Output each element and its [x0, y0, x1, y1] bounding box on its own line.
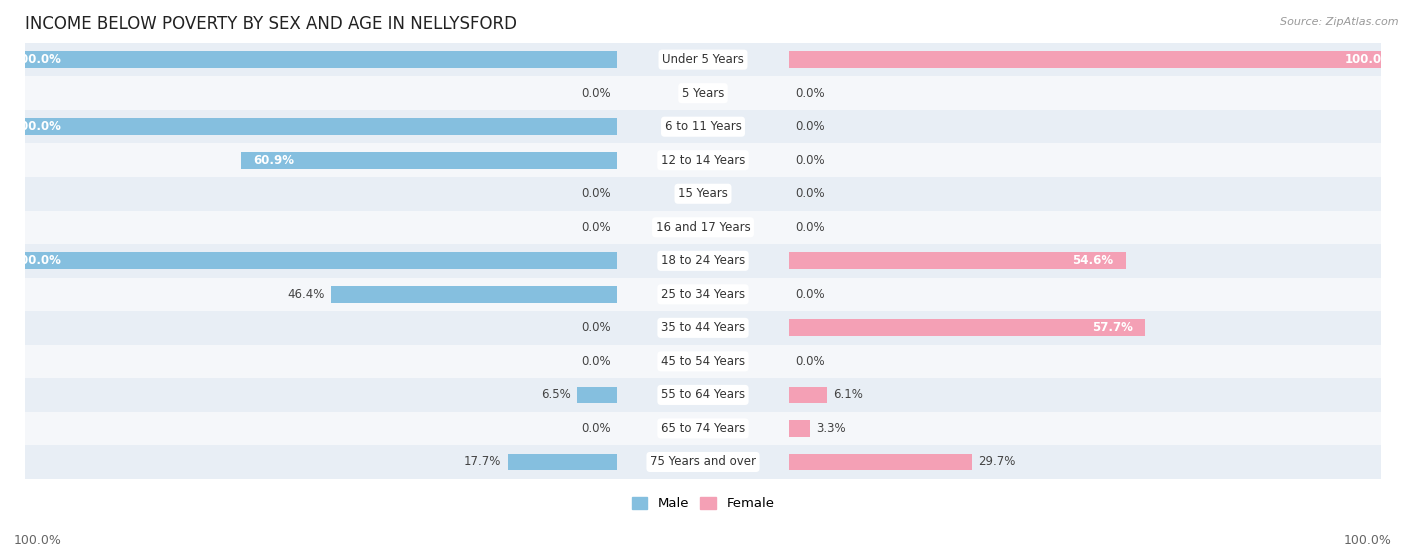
- Text: Under 5 Years: Under 5 Years: [662, 53, 744, 66]
- Text: 0.0%: 0.0%: [796, 154, 825, 167]
- Bar: [25, 43, 1381, 76]
- Text: 6.5%: 6.5%: [541, 388, 571, 401]
- Text: 15 Years: 15 Years: [678, 187, 728, 200]
- Text: 5 Years: 5 Years: [682, 86, 724, 100]
- Bar: [0, 118, 617, 135]
- Bar: [0, 252, 617, 269]
- Text: INCOME BELOW POVERTY BY SEX AND AGE IN NELLYSFORD: INCOME BELOW POVERTY BY SEX AND AGE IN N…: [25, 15, 517, 33]
- Bar: [25, 277, 1381, 311]
- Bar: [25, 110, 1381, 143]
- Text: 100.0%: 100.0%: [1344, 53, 1393, 66]
- Text: 100.0%: 100.0%: [1344, 534, 1392, 547]
- Bar: [25, 244, 1381, 277]
- Text: 16 and 17 Years: 16 and 17 Years: [655, 221, 751, 234]
- Text: 0.0%: 0.0%: [796, 187, 825, 200]
- Bar: [25, 143, 1381, 177]
- Bar: [25, 378, 1381, 412]
- Text: 18 to 24 Years: 18 to 24 Years: [661, 254, 745, 267]
- Bar: [25, 311, 1381, 345]
- Text: 17.7%: 17.7%: [464, 455, 502, 469]
- Text: 0.0%: 0.0%: [581, 422, 610, 435]
- Text: 100.0%: 100.0%: [13, 53, 62, 66]
- Bar: [25, 76, 1381, 110]
- Text: 6.1%: 6.1%: [834, 388, 863, 401]
- Text: 3.3%: 3.3%: [815, 422, 845, 435]
- Text: 29.7%: 29.7%: [979, 455, 1017, 469]
- Text: 100.0%: 100.0%: [13, 254, 62, 267]
- Text: 0.0%: 0.0%: [796, 120, 825, 133]
- Text: 0.0%: 0.0%: [796, 288, 825, 301]
- Text: 0.0%: 0.0%: [796, 355, 825, 368]
- Text: 46.4%: 46.4%: [287, 288, 325, 301]
- Bar: [25, 412, 1381, 445]
- Bar: [789, 420, 810, 437]
- Bar: [330, 286, 617, 303]
- Text: 12 to 14 Years: 12 to 14 Years: [661, 154, 745, 167]
- Bar: [25, 177, 1381, 210]
- Text: 25 to 34 Years: 25 to 34 Years: [661, 288, 745, 301]
- Text: Source: ZipAtlas.com: Source: ZipAtlas.com: [1281, 17, 1399, 27]
- Text: 0.0%: 0.0%: [581, 321, 610, 334]
- Text: 100.0%: 100.0%: [14, 534, 62, 547]
- Bar: [789, 252, 1126, 269]
- Text: 0.0%: 0.0%: [581, 221, 610, 234]
- Bar: [242, 152, 617, 169]
- Bar: [789, 387, 827, 403]
- Text: 60.9%: 60.9%: [253, 154, 295, 167]
- Text: 6 to 11 Years: 6 to 11 Years: [665, 120, 741, 133]
- Bar: [25, 210, 1381, 244]
- Text: 35 to 44 Years: 35 to 44 Years: [661, 321, 745, 334]
- Bar: [25, 445, 1381, 479]
- Text: 0.0%: 0.0%: [581, 355, 610, 368]
- Text: 100.0%: 100.0%: [13, 120, 62, 133]
- Text: 75 Years and over: 75 Years and over: [650, 455, 756, 469]
- Text: 0.0%: 0.0%: [581, 187, 610, 200]
- Text: 54.6%: 54.6%: [1073, 254, 1114, 267]
- Text: 0.0%: 0.0%: [796, 86, 825, 100]
- Bar: [789, 51, 1406, 68]
- Bar: [789, 320, 1144, 336]
- Bar: [0, 51, 617, 68]
- Text: 57.7%: 57.7%: [1092, 321, 1133, 334]
- Text: 0.0%: 0.0%: [581, 86, 610, 100]
- Text: 45 to 54 Years: 45 to 54 Years: [661, 355, 745, 368]
- Bar: [576, 387, 617, 403]
- Text: 65 to 74 Years: 65 to 74 Years: [661, 422, 745, 435]
- Legend: Male, Female: Male, Female: [626, 492, 780, 516]
- Bar: [789, 454, 973, 470]
- Text: 0.0%: 0.0%: [796, 221, 825, 234]
- Bar: [508, 454, 617, 470]
- Text: 55 to 64 Years: 55 to 64 Years: [661, 388, 745, 401]
- Bar: [25, 345, 1381, 378]
